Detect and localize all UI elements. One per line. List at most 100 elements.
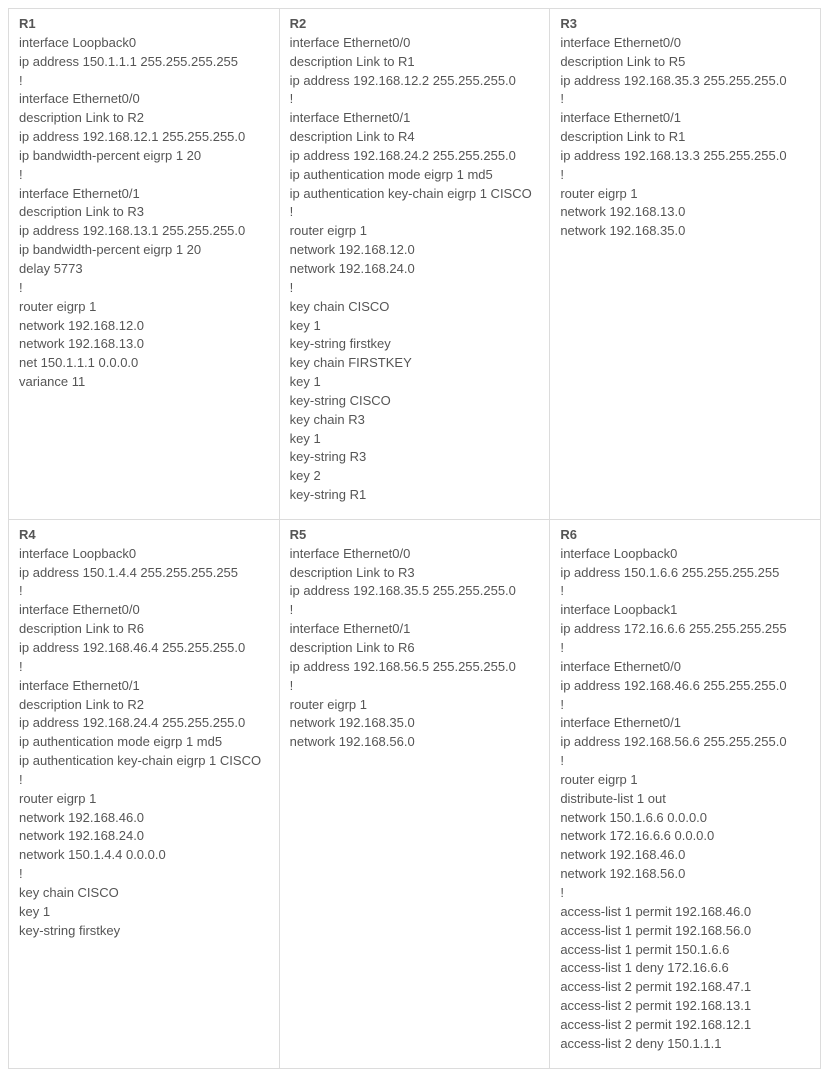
- config-line: ip authentication mode eigrp 1 md5: [19, 733, 269, 752]
- config-line: access-list 2 permit 192.168.13.1: [560, 997, 810, 1016]
- config-line: description Link to R1: [290, 53, 540, 72]
- config-line: description Link to R2: [19, 696, 269, 715]
- cell-r4: R4 interface Loopback0ip address 150.1.4…: [9, 519, 280, 1068]
- config-line: router eigrp 1: [290, 696, 540, 715]
- config-line: ip address 150.1.6.6 255.255.255.255: [560, 564, 810, 583]
- config-line: !: [290, 601, 540, 620]
- config-line: ip bandwidth-percent eigrp 1 20: [19, 147, 269, 166]
- config-line: key-string CISCO: [290, 392, 540, 411]
- config-line: key-string R1: [290, 486, 540, 505]
- config-line: description Link to R3: [19, 203, 269, 222]
- config-line: router eigrp 1: [560, 771, 810, 790]
- config-line: key chain CISCO: [19, 884, 269, 903]
- config-line: variance 11: [19, 373, 269, 392]
- config-line: ip address 192.168.12.2 255.255.255.0: [290, 72, 540, 91]
- config-line: description Link to R6: [290, 639, 540, 658]
- config-line: network 192.168.24.0: [290, 260, 540, 279]
- config-line: !: [560, 752, 810, 771]
- config-line: ip address 192.168.24.4 255.255.255.0: [19, 714, 269, 733]
- cell-r3: R3 interface Ethernet0/0description Link…: [550, 9, 821, 520]
- config-line: ip address 192.168.56.5 255.255.255.0: [290, 658, 540, 677]
- config-line: interface Loopback0: [560, 545, 810, 564]
- config-line: !: [19, 658, 269, 677]
- cell-r2: R2 interface Ethernet0/0description Link…: [279, 9, 550, 520]
- config-line: interface Ethernet0/0: [19, 601, 269, 620]
- config-line: interface Ethernet0/0: [560, 34, 810, 53]
- config-line: access-list 1 deny 172.16.6.6: [560, 959, 810, 978]
- config-line: interface Ethernet0/1: [560, 714, 810, 733]
- router-header: R3: [560, 15, 810, 34]
- config-body: interface Ethernet0/0 description Link to…: [290, 545, 540, 752]
- config-line: key chain FIRSTKEY: [290, 354, 540, 373]
- config-line: network 172.16.6.6 0.0.0.0: [560, 827, 810, 846]
- config-line: ip address 192.168.46.6 255.255.255.0: [560, 677, 810, 696]
- cell-r6: R6 interface Loopback0ip address 150.1.6…: [550, 519, 821, 1068]
- config-line: key-string firstkey: [19, 922, 269, 941]
- config-line: ip address 172.16.6.6 255.255.255.255: [560, 620, 810, 639]
- config-line: router eigrp 1: [19, 298, 269, 317]
- router-header: R4: [19, 526, 269, 545]
- config-line: access-list 2 permit 192.168.12.1: [560, 1016, 810, 1035]
- config-line: network 192.168.13.0: [560, 203, 810, 222]
- config-line: ip address 192.168.46.4 255.255.255.0: [19, 639, 269, 658]
- config-line: interface Loopback0: [19, 545, 269, 564]
- config-line: key 1: [290, 317, 540, 336]
- config-line: access-list 2 deny 150.1.1.1: [560, 1035, 810, 1054]
- config-line: router eigrp 1: [19, 790, 269, 809]
- config-line: ip address 192.168.12.1 255.255.255.0: [19, 128, 269, 147]
- config-line: network 192.168.46.0: [560, 846, 810, 865]
- config-line: !: [19, 865, 269, 884]
- router-header: R2: [290, 15, 540, 34]
- cell-r5: R5 interface Ethernet0/0 description Link…: [279, 519, 550, 1068]
- config-line: distribute-list 1 out: [560, 790, 810, 809]
- config-line: ip address 192.168.56.6 255.255.255.0: [560, 733, 810, 752]
- config-line: interface Loopback0: [19, 34, 269, 53]
- config-line: interface Ethernet0/1: [290, 109, 540, 128]
- router-config-table: R1 interface Loopback0ip address 150.1.1…: [8, 8, 821, 1069]
- config-line: !: [19, 279, 269, 298]
- config-line: !: [560, 166, 810, 185]
- config-line: ip address 192.168.24.2 255.255.255.0: [290, 147, 540, 166]
- config-line: !: [290, 90, 540, 109]
- router-header: R5: [290, 526, 540, 545]
- config-line: ip address 150.1.4.4 255.255.255.255: [19, 564, 269, 583]
- config-line: ip authentication mode eigrp 1 md5: [290, 166, 540, 185]
- config-line: interface Ethernet0/0: [290, 545, 540, 564]
- config-line: ip bandwidth-percent eigrp 1 20: [19, 241, 269, 260]
- config-line: network 192.168.35.0: [560, 222, 810, 241]
- config-line: access-list 1 permit 150.1.6.6: [560, 941, 810, 960]
- config-line: interface Ethernet0/1: [19, 185, 269, 204]
- config-line: key-string R3: [290, 448, 540, 467]
- config-line: ip address 150.1.1.1 255.255.255.255: [19, 53, 269, 72]
- config-line: !: [290, 677, 540, 696]
- config-line: router eigrp 1: [560, 185, 810, 204]
- config-line: interface Ethernet0/1: [290, 620, 540, 639]
- config-line: network 192.168.13.0: [19, 335, 269, 354]
- config-line: network 150.1.6.6 0.0.0.0: [560, 809, 810, 828]
- config-line: description Link to R4: [290, 128, 540, 147]
- config-line: ip address 192.168.35.3 255.255.255.0: [560, 72, 810, 91]
- config-line: access-list 1 permit 192.168.56.0: [560, 922, 810, 941]
- config-body: interface Ethernet0/0description Link to…: [290, 34, 540, 505]
- config-line: ip address 192.168.35.5 255.255.255.0: [290, 582, 540, 601]
- config-line: key 1: [290, 373, 540, 392]
- config-line: router eigrp 1: [290, 222, 540, 241]
- config-line: network 192.168.24.0: [19, 827, 269, 846]
- cell-r1: R1 interface Loopback0ip address 150.1.1…: [9, 9, 280, 520]
- config-line: delay 5773: [19, 260, 269, 279]
- config-line: network 192.168.56.0: [290, 733, 540, 752]
- config-line: interface Loopback1: [560, 601, 810, 620]
- config-line: key 2: [290, 467, 540, 486]
- config-line: network 192.168.12.0: [19, 317, 269, 336]
- config-line: !: [560, 884, 810, 903]
- config-line: interface Ethernet0/1: [560, 109, 810, 128]
- config-line: interface Ethernet0/0: [560, 658, 810, 677]
- config-line: ip authentication key-chain eigrp 1 CISC…: [19, 752, 269, 771]
- config-line: key 1: [290, 430, 540, 449]
- config-line: !: [560, 582, 810, 601]
- config-line: interface Ethernet0/0: [19, 90, 269, 109]
- config-line: network 192.168.56.0: [560, 865, 810, 884]
- config-line: network 192.168.46.0: [19, 809, 269, 828]
- config-line: description Link to R2: [19, 109, 269, 128]
- config-line: network 192.168.35.0: [290, 714, 540, 733]
